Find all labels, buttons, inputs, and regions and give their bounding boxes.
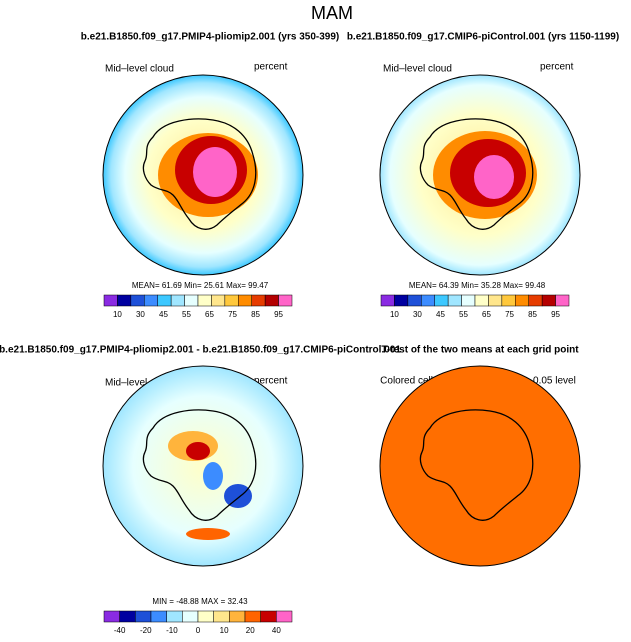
colorbar-label: 10 bbox=[113, 310, 122, 319]
map bbox=[379, 74, 581, 276]
colorbar-box bbox=[157, 294, 172, 307]
colorbar-label: 45 bbox=[159, 310, 168, 319]
colorbar-box bbox=[211, 294, 226, 307]
colorbar-box bbox=[130, 294, 145, 307]
colorbar-box bbox=[555, 294, 570, 307]
colorbar-box bbox=[447, 294, 462, 307]
colorbar-box bbox=[103, 610, 120, 623]
field bbox=[474, 155, 514, 199]
colorbar-box bbox=[488, 294, 503, 307]
colorbar-label: 95 bbox=[274, 310, 283, 319]
colorbar-box bbox=[117, 294, 132, 307]
panel-label: Mid–level cloud bbox=[105, 378, 174, 389]
colorbar-label: 85 bbox=[528, 310, 537, 319]
colorbar-label: 0 bbox=[196, 626, 201, 635]
panel-unit: percent bbox=[540, 62, 574, 73]
colorbar-label: 55 bbox=[459, 310, 468, 319]
panel-label: Mid–level cloud bbox=[383, 64, 452, 75]
colorbar-box bbox=[264, 294, 279, 307]
colorbar-box bbox=[184, 294, 199, 307]
colorbar-box bbox=[224, 294, 239, 307]
colorbar-box bbox=[260, 610, 277, 623]
panel-title: T-test of the two means at each grid poi… bbox=[381, 345, 579, 356]
colorbar-label: 30 bbox=[136, 310, 145, 319]
colorbar-label: 95 bbox=[551, 310, 560, 319]
map bbox=[379, 365, 581, 567]
colorbar-box bbox=[251, 294, 266, 307]
colorbar-box bbox=[197, 610, 214, 623]
colorbar-box bbox=[461, 294, 476, 307]
panel-title: b.e21.B1850.f09_g17.PMIP4-pliomip2.001 -… bbox=[0, 345, 401, 356]
colorbar-box bbox=[474, 294, 489, 307]
panel-title: b.e21.B1850.f09_g17.CMIP6-piControl.001 … bbox=[347, 32, 619, 43]
colorbar-box bbox=[213, 610, 230, 623]
colorbar-box bbox=[421, 294, 435, 307]
colorbar-box bbox=[501, 294, 516, 307]
colorbar-label: -10 bbox=[166, 626, 178, 635]
colorbar-box bbox=[229, 610, 246, 623]
colorbar-box bbox=[394, 294, 409, 307]
stats: MEAN= 61.69 Min= 25.61 Max= 99.47 bbox=[132, 281, 269, 290]
field bbox=[186, 442, 210, 460]
colorbar-box bbox=[515, 294, 529, 307]
colorbar-label: 30 bbox=[413, 310, 422, 319]
colorbar-label: 65 bbox=[482, 310, 491, 319]
panel-unit: percent bbox=[254, 376, 288, 387]
panel-unit: percent bbox=[254, 62, 288, 73]
map-disk bbox=[102, 365, 304, 567]
colorbar-label: 75 bbox=[228, 310, 237, 319]
colorbar-label: 45 bbox=[436, 310, 445, 319]
map bbox=[102, 365, 304, 567]
map bbox=[102, 74, 304, 276]
field bbox=[203, 462, 223, 490]
field bbox=[193, 147, 237, 197]
colorbar-label: 75 bbox=[505, 310, 514, 319]
colorbar-box bbox=[278, 294, 293, 307]
colorbar-box bbox=[238, 294, 252, 307]
panel-label: Mid–level cloud bbox=[105, 64, 174, 75]
stats: MIN = -48.88 MAX = 32.43 bbox=[152, 597, 248, 606]
colorbar-label: -20 bbox=[140, 626, 152, 635]
colorbar-box bbox=[150, 610, 167, 623]
colorbar-box bbox=[541, 294, 556, 307]
colorbar: -40 -20 -10 0 10 20 40 bbox=[103, 610, 293, 635]
colorbar-box bbox=[182, 610, 199, 623]
colorbar-box bbox=[276, 610, 293, 623]
colorbar-box bbox=[244, 610, 261, 623]
field bbox=[224, 484, 252, 508]
colorbar-label: 40 bbox=[272, 626, 281, 635]
figure-title: MAM bbox=[311, 3, 353, 23]
colorbar-label: 85 bbox=[251, 310, 260, 319]
colorbar-box bbox=[434, 294, 449, 307]
colorbar-label: 20 bbox=[246, 626, 255, 635]
colorbar-box bbox=[103, 294, 118, 307]
colorbar-box bbox=[197, 294, 212, 307]
colorbar-label: 10 bbox=[220, 626, 229, 635]
colorbar-box bbox=[407, 294, 422, 307]
colorbar: 10 30 45 55 65 75 85 95 bbox=[380, 294, 570, 319]
colorbar-label: 65 bbox=[205, 310, 214, 319]
colorbar-box bbox=[135, 610, 152, 623]
colorbar-box bbox=[380, 294, 395, 307]
colorbar: 10 30 45 55 65 75 85 95 bbox=[103, 294, 293, 319]
colorbar-box bbox=[170, 294, 185, 307]
colorbar-box bbox=[166, 610, 183, 623]
colorbar-box bbox=[528, 294, 543, 307]
colorbar-label: -40 bbox=[114, 626, 126, 635]
field bbox=[186, 528, 230, 540]
colorbar-label: 55 bbox=[182, 310, 191, 319]
colorbar-label: 10 bbox=[390, 310, 399, 319]
map-disk bbox=[379, 365, 581, 567]
colorbar-box bbox=[119, 610, 136, 623]
stats: MEAN= 64.39 Min= 35.28 Max= 99.48 bbox=[409, 281, 546, 290]
colorbar-box bbox=[144, 294, 158, 307]
panel-title: b.e21.B1850.f09_g17.PMIP4-pliomip2.001 (… bbox=[81, 32, 339, 43]
